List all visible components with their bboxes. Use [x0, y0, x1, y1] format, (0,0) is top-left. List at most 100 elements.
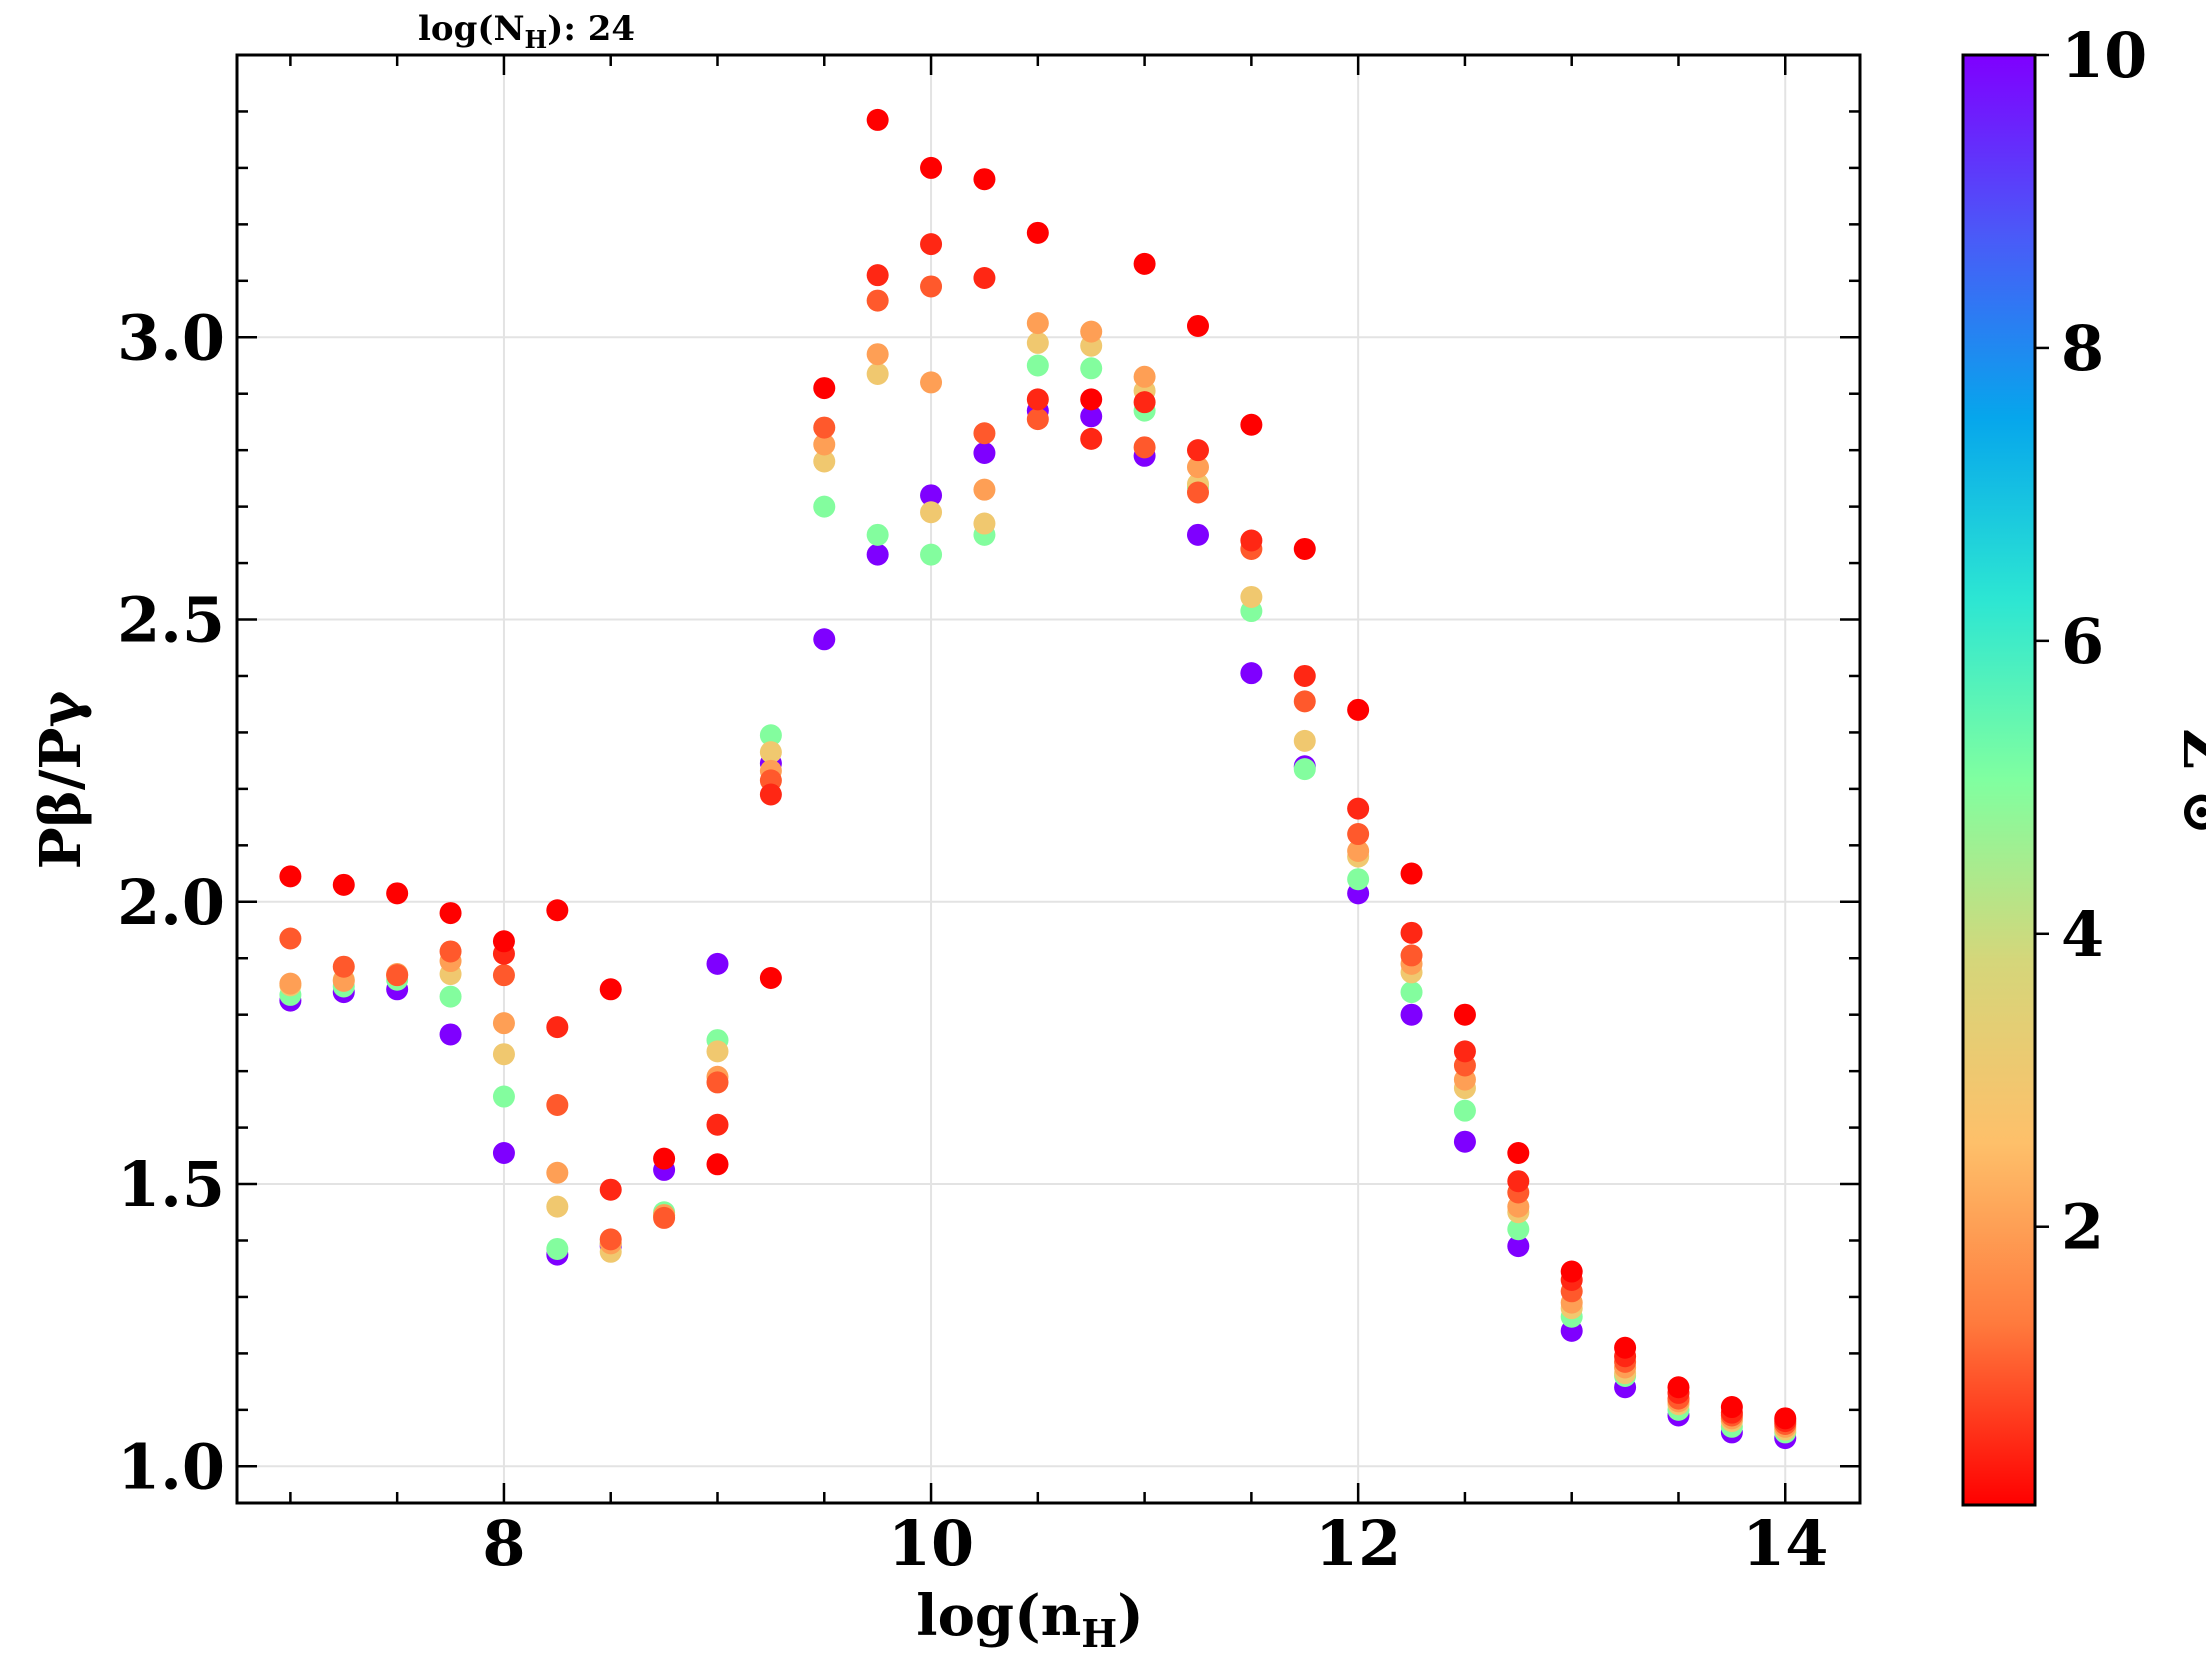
data-point [1400, 944, 1423, 967]
grid-lines [237, 55, 1860, 1503]
data-point [1400, 981, 1423, 1004]
data-point [1240, 529, 1263, 552]
data-point [439, 902, 462, 925]
data-point [1507, 1218, 1530, 1241]
data-point [492, 1141, 515, 1164]
data-point [492, 1012, 515, 1035]
data-point [866, 264, 889, 287]
data-point [706, 1040, 729, 1063]
data-point [1347, 868, 1370, 891]
data-point [1026, 221, 1049, 244]
data-point [279, 865, 302, 888]
data-point [920, 275, 943, 298]
data-point [813, 450, 836, 473]
y-tick-labels: 1.0 1.5 2.0 2.5 3.0 [117, 301, 225, 1503]
data-point [920, 543, 943, 566]
data-point [1240, 662, 1263, 685]
data-point [279, 972, 302, 995]
y-tick-label: 2.5 [117, 584, 225, 657]
data-point [920, 371, 943, 394]
x-tick-label: 14 [1742, 1507, 1828, 1580]
data-point [1186, 314, 1209, 337]
data-point [1347, 839, 1370, 862]
data-point [973, 478, 996, 501]
data-point [1026, 354, 1049, 377]
data-points [279, 108, 1797, 1450]
data-point [1186, 523, 1209, 546]
data-point [706, 1071, 729, 1094]
data-point [1400, 921, 1423, 944]
data-point [599, 1228, 622, 1251]
data-point [1400, 1003, 1423, 1026]
x-tick-labels: 8 10 12 14 [482, 1507, 1828, 1580]
data-point [866, 289, 889, 312]
data-point [759, 724, 782, 747]
data-point [653, 1147, 676, 1170]
data-point [1133, 365, 1156, 388]
data-point [866, 343, 889, 366]
data-point [1720, 1396, 1743, 1419]
data-point [1453, 1040, 1476, 1063]
axis-ticks [237, 55, 1860, 1503]
data-point [1507, 1141, 1530, 1164]
data-point [1133, 391, 1156, 414]
x-tick-label: 8 [482, 1507, 525, 1580]
data-point [1080, 357, 1103, 380]
data-point [439, 1023, 462, 1046]
data-point [706, 952, 729, 975]
data-point [973, 422, 996, 445]
data-point [386, 882, 409, 905]
x-tick-label: 10 [888, 1507, 974, 1580]
data-point [920, 233, 943, 256]
data-point [973, 168, 996, 191]
data-point [973, 266, 996, 289]
data-point [920, 484, 943, 507]
data-point [1133, 252, 1156, 275]
colorbar-ticks [2035, 53, 2049, 1228]
data-point [1293, 758, 1316, 781]
plot-area-frame [235, 53, 1862, 1505]
data-point [759, 966, 782, 989]
data-point [973, 441, 996, 464]
data-point [759, 741, 782, 764]
colorbar [1961, 53, 2037, 1507]
data-point [1080, 405, 1103, 428]
data-point [1293, 664, 1316, 687]
data-point [1080, 388, 1103, 411]
data-point [599, 978, 622, 1001]
data-point [1186, 439, 1209, 462]
data-point [813, 628, 836, 651]
data-point [492, 930, 515, 953]
data-point [1026, 388, 1049, 411]
data-point [920, 501, 943, 524]
data-point [1026, 331, 1049, 354]
data-point [866, 543, 889, 566]
data-point [546, 1016, 569, 1039]
data-point [813, 377, 836, 400]
data-point [546, 1094, 569, 1117]
data-point [1133, 436, 1156, 459]
data-point [1347, 823, 1370, 846]
data-point [1347, 797, 1370, 820]
y-tick-label: 2.0 [117, 866, 225, 939]
data-point [599, 1178, 622, 1201]
data-point [332, 873, 355, 896]
y-tick-label: 1.0 [117, 1430, 225, 1503]
data-point [1186, 456, 1209, 479]
data-point [920, 156, 943, 179]
data-point [439, 985, 462, 1008]
data-point [759, 783, 782, 806]
colorbar-tick-label: 8 [2061, 312, 2104, 385]
data-point [492, 1085, 515, 1108]
data-point [1507, 1235, 1530, 1258]
data-point [492, 964, 515, 987]
data-point [1560, 1260, 1583, 1283]
data-point [866, 523, 889, 546]
colorbar-tick-labels: 2 4 6 8 10 [2061, 19, 2147, 1264]
data-point [386, 964, 409, 987]
data-point [1293, 537, 1316, 560]
data-point [1240, 585, 1263, 608]
data-point [1453, 1130, 1476, 1153]
x-tick-label: 12 [1315, 1507, 1401, 1580]
